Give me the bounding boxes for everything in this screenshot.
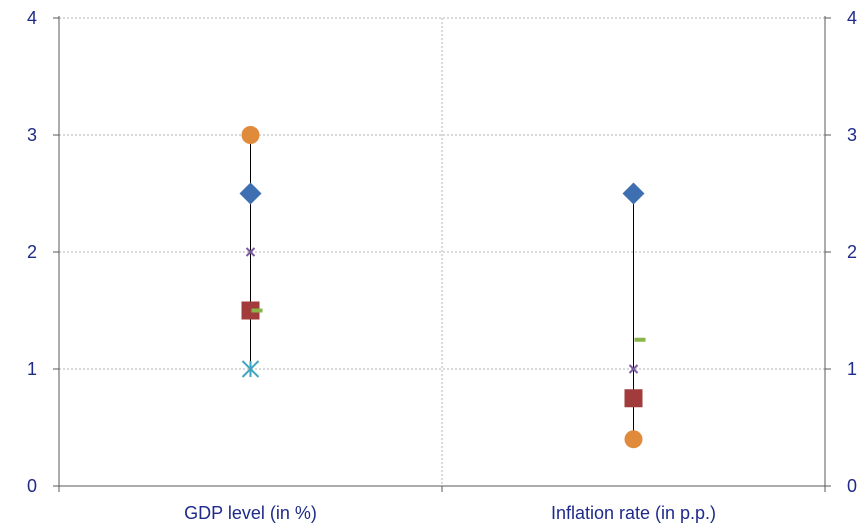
marker-circle-0: [241, 126, 260, 144]
y-tick-label-right-0: 0: [847, 476, 857, 496]
x-category-label-1: Inflation rate (in p.p.): [551, 503, 716, 523]
y-tick-label-right-3: 3: [847, 125, 857, 145]
y-tick-label-right-4: 4: [847, 8, 857, 28]
marker-star-0: [241, 360, 260, 378]
y-tick-label-left-4: 4: [27, 8, 37, 28]
marker-x-1: [628, 364, 639, 374]
marker-layer: [239, 126, 646, 449]
label-layer: 0 1 2 3 4 0 1 2 3 4 GDP level (in %) Inflation rate…: [27, 8, 857, 523]
marker-dash-0: [251, 308, 263, 313]
grid-layer: [59, 17, 825, 486]
y-tick-label-left-2: 2: [27, 242, 37, 262]
axis-layer: [53, 16, 831, 492]
marker-square-0: [241, 301, 260, 320]
marker-x-0: [245, 247, 256, 257]
y-tick-label-right-2: 2: [847, 242, 857, 262]
marker-dash-1: [634, 337, 646, 342]
y-tick-label-left-0: 0: [27, 476, 37, 496]
marker-square-1: [624, 389, 643, 408]
marker-circle-1: [624, 430, 643, 449]
x-category-label-0: GDP level (in %): [184, 503, 317, 523]
y-tick-label-right-1: 1: [847, 359, 857, 379]
y-tick-label-left-3: 3: [27, 125, 37, 145]
y-tick-label-left-1: 1: [27, 359, 37, 379]
marker-diamond-1: [622, 182, 645, 205]
marker-diamond-0: [239, 182, 262, 205]
